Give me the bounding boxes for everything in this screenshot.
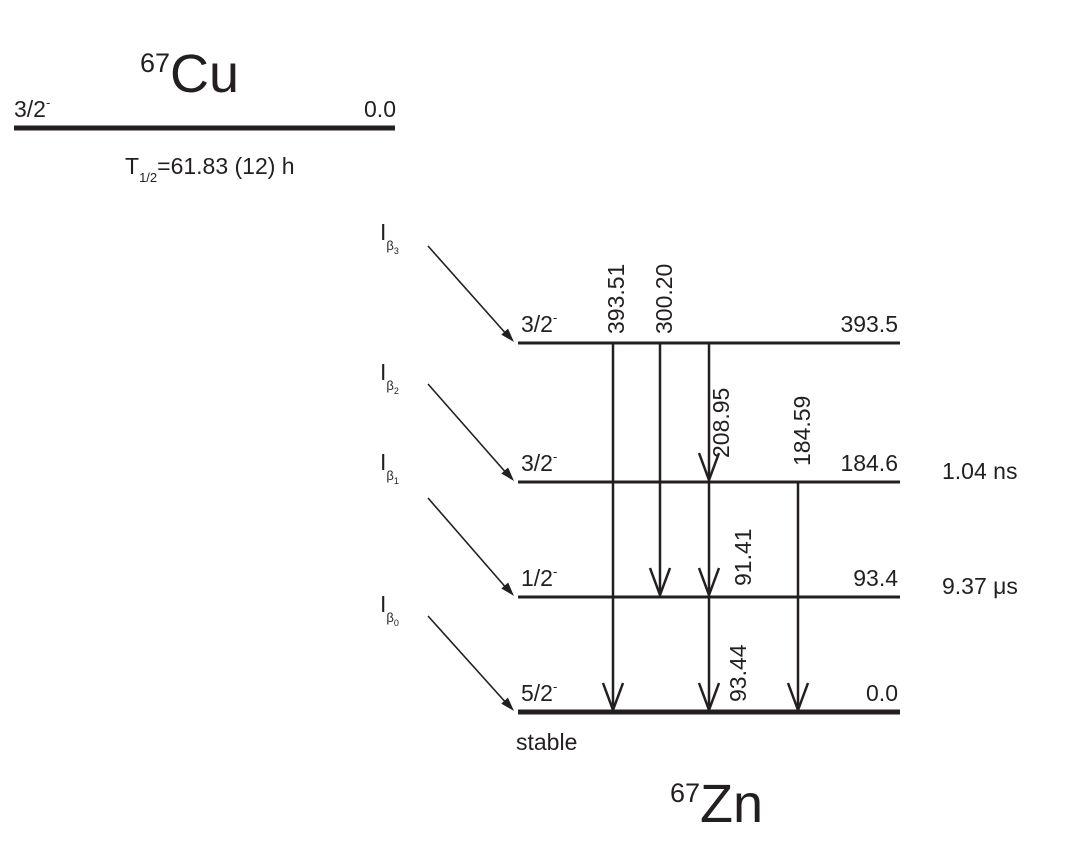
gamma-91.41: 91.41 <box>697 482 756 599</box>
half-life-subscript: 1/2 <box>139 170 157 185</box>
parent-spin-parity: 3/2- <box>14 95 50 122</box>
parent-parity: - <box>46 95 50 110</box>
level-1: 3/2- 184.6 1.04 ns <box>518 449 1017 484</box>
gamma-energy-label: 93.44 <box>725 644 751 702</box>
feed-symbol: I <box>380 219 386 245</box>
gamma-arrowhead <box>786 682 810 714</box>
beta-feed-2: Iβ2 <box>380 359 514 481</box>
level-0: 3/2- 393.5 <box>518 310 900 345</box>
gamma-energy-label: 300.20 <box>651 264 677 334</box>
parent-energy: 0.0 <box>364 96 396 122</box>
feed-symbol: I <box>380 359 386 385</box>
level-spin-parity: 5/2- <box>521 679 557 706</box>
stable-label: stable <box>516 729 577 755</box>
daughter-nucleus: stable 67Zn <box>516 729 763 834</box>
level-energy: 93.4 <box>853 565 898 591</box>
gamma-arrowhead <box>648 567 672 599</box>
feed-index: 0 <box>394 618 399 628</box>
beta-feed-label: Iβ3 <box>380 219 399 256</box>
daughter-title: 67Zn <box>670 774 763 834</box>
gamma-184.59: 184.59 <box>786 396 815 714</box>
feed-index: 3 <box>394 246 399 256</box>
level-spin-parity: 3/2- <box>521 310 557 337</box>
beta-feed-arrow <box>427 497 509 591</box>
beta-feed-1: Iβ1 <box>380 449 514 596</box>
beta-feed-label: Iβ0 <box>380 591 399 628</box>
feed-symbol: I <box>380 449 386 475</box>
level-2: 1/2- 93.4 9.37 μs <box>518 564 1018 599</box>
beta-feed-arrow <box>427 245 509 337</box>
level-lifetime: 9.37 μs <box>942 573 1018 599</box>
gamma-300.20: 300.20 <box>648 264 677 599</box>
level-spin: 5/2 <box>521 680 553 706</box>
gamma-393.51: 393.51 <box>601 264 629 714</box>
parent-mass-number: 67 <box>140 48 170 78</box>
gamma-arrowhead <box>697 682 721 714</box>
level-parity: - <box>553 310 557 325</box>
parent-element-symbol: Cu <box>170 44 239 104</box>
gamma-arrowhead <box>601 682 625 714</box>
feed-symbol: I <box>380 591 386 617</box>
beta-feed-label: Iβ1 <box>380 449 399 486</box>
gamma-energy-label: 91.41 <box>730 528 756 586</box>
beta-feed-arrowhead <box>501 697 514 711</box>
gamma-arrowhead <box>697 452 721 484</box>
feed-index: 1 <box>394 476 399 486</box>
gamma-208.95: 208.95 <box>697 343 734 484</box>
level-spin-parity: 3/2- <box>521 449 557 476</box>
beta-feed-3: Iβ3 <box>380 219 514 342</box>
gamma-energy-label: 184.59 <box>789 396 815 466</box>
daughter-mass-number: 67 <box>670 778 700 808</box>
parent-spin: 3/2 <box>14 96 46 122</box>
half-life-value: =61.83 (12) h <box>157 153 294 179</box>
daughter-element-symbol: Zn <box>700 774 763 834</box>
gamma-energy-label: 208.95 <box>708 388 734 458</box>
parent-nucleus: 67Cu 3/2- 0.0 T1/2=61.83 (12) h <box>14 44 396 185</box>
feed-beta: β <box>386 468 393 483</box>
level-spin: 1/2 <box>521 565 553 591</box>
level-energy: 184.6 <box>840 450 898 476</box>
feed-index: 2 <box>394 386 399 396</box>
feed-beta: β <box>386 378 393 393</box>
beta-feed-arrowhead <box>501 328 514 342</box>
level-parity: - <box>553 679 557 694</box>
half-life-symbol: T <box>125 153 139 179</box>
level-spin: 3/2 <box>521 450 553 476</box>
level-parity: - <box>553 564 557 579</box>
level-spin-parity: 1/2- <box>521 564 557 591</box>
gamma-arrowhead <box>697 567 721 599</box>
parent-title: 67Cu <box>140 44 239 104</box>
beta-feed-arrowhead <box>501 582 514 596</box>
level-energy: 0.0 <box>866 680 898 706</box>
parent-half-life: T1/2=61.83 (12) h <box>125 153 295 185</box>
level-lifetime: 1.04 ns <box>942 458 1017 484</box>
gamma-transitions: 393.51 300.20 208.95 184.59 91.41 93.44 <box>601 264 815 714</box>
beta-feed-label: Iβ2 <box>380 359 399 396</box>
beta-feed-arrowhead <box>501 467 514 481</box>
feed-beta: β <box>386 610 393 625</box>
level-energy: 393.5 <box>840 311 898 337</box>
level-spin: 3/2 <box>521 311 553 337</box>
beta-feed-arrow <box>427 615 509 706</box>
gamma-93.44: 93.44 <box>697 597 751 714</box>
feed-beta: β <box>386 238 393 253</box>
beta-feed-0: Iβ0 <box>380 591 514 711</box>
gamma-energy-label: 393.51 <box>603 264 629 334</box>
level-parity: - <box>553 449 557 464</box>
beta-feed-arrow <box>427 383 509 476</box>
daughter-levels: 3/2- 393.53/2- 184.6 1.04 ns1/2- 93.4 9.37 μs… <box>518 310 1018 715</box>
